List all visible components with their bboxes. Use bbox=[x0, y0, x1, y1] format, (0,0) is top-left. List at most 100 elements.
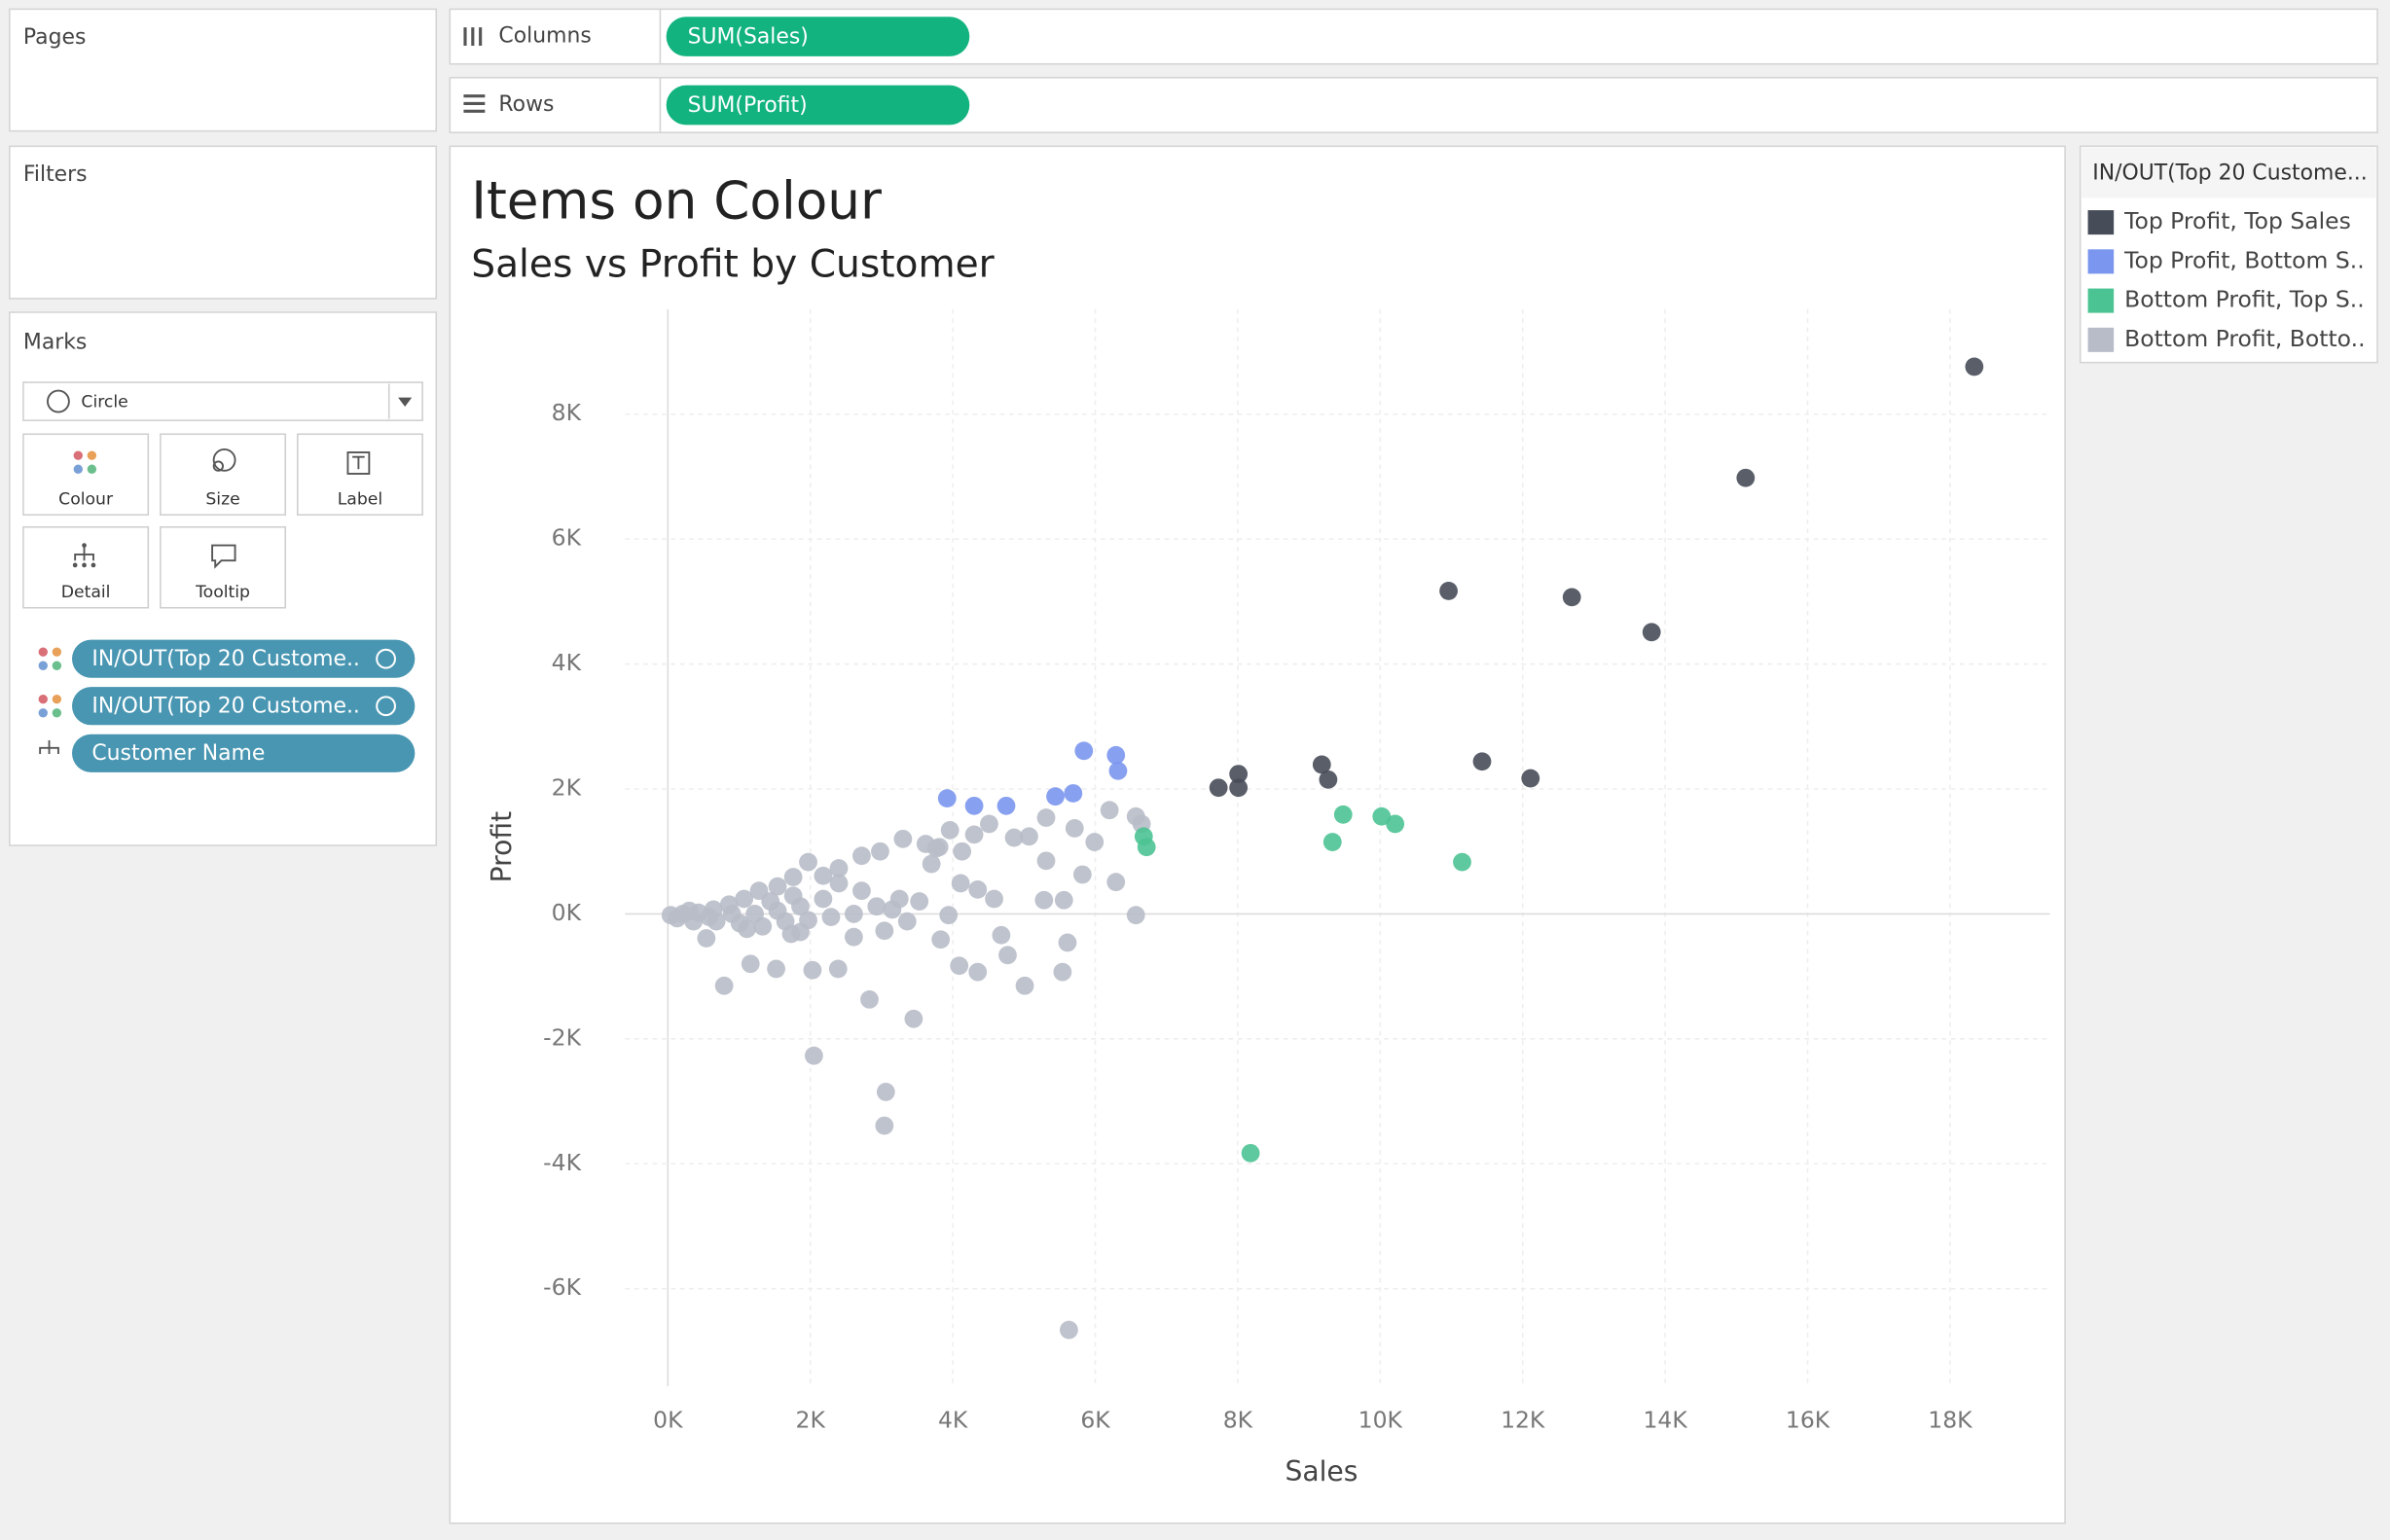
scatter-point bbox=[1072, 865, 1092, 884]
scatter-point bbox=[783, 886, 803, 906]
scatter-point bbox=[992, 925, 1011, 945]
detail-button[interactable] bbox=[22, 525, 150, 609]
scatter-point bbox=[1736, 468, 1756, 487]
columns-icon bbox=[463, 27, 483, 46]
scatter-point bbox=[1386, 814, 1405, 834]
y-tick-label: 0K bbox=[552, 899, 582, 926]
button-label: Colour bbox=[58, 490, 114, 510]
scatter-point bbox=[821, 908, 841, 927]
legend-swatch bbox=[2087, 249, 2115, 274]
legend-label: Top Profit, Bottom S.. bbox=[2123, 246, 2365, 273]
scatter-point bbox=[1108, 761, 1128, 780]
scatter-point bbox=[828, 959, 848, 979]
scatter-point bbox=[968, 962, 988, 982]
x-tick-label: 14K bbox=[1643, 1406, 1687, 1433]
scatter-point bbox=[968, 879, 988, 899]
scatter-point bbox=[860, 989, 879, 1009]
x-tick-label: 10K bbox=[1358, 1406, 1403, 1433]
x-tick-label: 18K bbox=[1928, 1406, 1973, 1433]
scatter-point bbox=[814, 889, 833, 909]
scatter-point bbox=[996, 796, 1016, 815]
mark-type-dropdown[interactable] bbox=[22, 381, 423, 421]
scatter-point bbox=[1015, 976, 1034, 995]
scatter-point bbox=[1562, 588, 1581, 607]
scatter-point bbox=[964, 796, 984, 815]
scatter-point bbox=[791, 922, 810, 942]
scatter-point bbox=[926, 839, 946, 858]
pill-label: IN/OUT(Top 20 Custome.. bbox=[91, 695, 360, 719]
tooltip-button[interactable] bbox=[160, 525, 287, 609]
x-tick-label: 4K bbox=[938, 1406, 968, 1433]
scatter-point bbox=[1036, 808, 1056, 827]
pages-title: Pages bbox=[23, 25, 86, 50]
scatter-point bbox=[875, 1116, 894, 1135]
scatter-point bbox=[1034, 890, 1054, 910]
legend-label: Bottom Profit, Botto.. bbox=[2124, 325, 2365, 352]
scatter-point bbox=[951, 874, 970, 893]
scatter-point bbox=[1058, 933, 1077, 952]
rows-pill[interactable] bbox=[666, 85, 970, 125]
scatter-point bbox=[1965, 357, 1984, 376]
y-tick-label: -2K bbox=[543, 1023, 581, 1051]
columns-pill[interactable] bbox=[666, 17, 970, 56]
scatter-point bbox=[1439, 582, 1458, 600]
scatter-point bbox=[980, 814, 998, 834]
scatter-point bbox=[1453, 852, 1471, 872]
scatter-point bbox=[741, 954, 760, 974]
legend-swatch bbox=[2087, 210, 2115, 235]
dropdown-arrow bbox=[398, 397, 413, 408]
scatter-point bbox=[1241, 1143, 1260, 1163]
scatter-point bbox=[1036, 851, 1056, 871]
legend-swatch bbox=[2087, 288, 2115, 313]
view-pane bbox=[449, 145, 2066, 1524]
scatter-point bbox=[1322, 833, 1342, 851]
scatter-point bbox=[1472, 752, 1492, 771]
scatter-point bbox=[910, 892, 929, 911]
scatter-point bbox=[1319, 770, 1338, 789]
scatter-point bbox=[803, 960, 822, 980]
x-tick-label: 8K bbox=[1223, 1406, 1253, 1433]
circle-icon bbox=[47, 389, 70, 413]
scatter-point bbox=[904, 1009, 923, 1028]
marks-pill[interactable] bbox=[72, 734, 416, 772]
scatter-point bbox=[1065, 819, 1084, 838]
scatter-point bbox=[897, 912, 917, 931]
scatter-point bbox=[1054, 890, 1073, 910]
scatter-point bbox=[939, 906, 959, 925]
detail-pill-icon bbox=[39, 739, 59, 755]
scatter-point bbox=[940, 820, 960, 840]
marks-pill[interactable] bbox=[72, 687, 416, 726]
legend-label: Bottom Profit, Top S.. bbox=[2124, 286, 2365, 313]
scatter-point bbox=[964, 825, 984, 844]
legend-label: Top Profit, Top Sales bbox=[2123, 207, 2351, 234]
plot-area: 0K 2K 4K 6K 8K 10K 12K 14K 16K 18K -6K -4K -2K 0K 2K 4K… bbox=[543, 308, 2050, 1433]
x-tick-label: 0K bbox=[653, 1406, 683, 1433]
scatter-point bbox=[799, 852, 817, 872]
scatter-point bbox=[852, 846, 871, 866]
colour-button[interactable] bbox=[22, 433, 150, 517]
scatter-point bbox=[1085, 833, 1104, 851]
scatter-point bbox=[1106, 873, 1126, 892]
x-tick-label: 6K bbox=[1080, 1406, 1110, 1433]
scatter-point bbox=[1106, 745, 1126, 765]
scatter-point bbox=[768, 877, 787, 896]
size-icon bbox=[212, 448, 236, 472]
scatter-point bbox=[814, 866, 833, 885]
marks-pill[interactable] bbox=[72, 639, 416, 678]
marks-title: Marks bbox=[23, 330, 87, 354]
scatter-point bbox=[738, 919, 756, 939]
button-label: Size bbox=[205, 490, 239, 510]
scatter-point bbox=[867, 897, 887, 916]
size-button[interactable] bbox=[160, 433, 287, 517]
scatter-point bbox=[700, 908, 719, 927]
scatter-point bbox=[893, 829, 913, 848]
scatter-point bbox=[937, 789, 957, 808]
x-tick-label: 2K bbox=[796, 1406, 826, 1433]
scatter-point bbox=[697, 929, 716, 948]
pill-label: SUM(Profit) bbox=[688, 93, 808, 118]
scatter-point bbox=[1521, 769, 1540, 788]
legend-title: IN/OUT(Top 20 Custome... bbox=[2092, 161, 2367, 185]
chart-title: Items on Colour bbox=[471, 170, 882, 231]
